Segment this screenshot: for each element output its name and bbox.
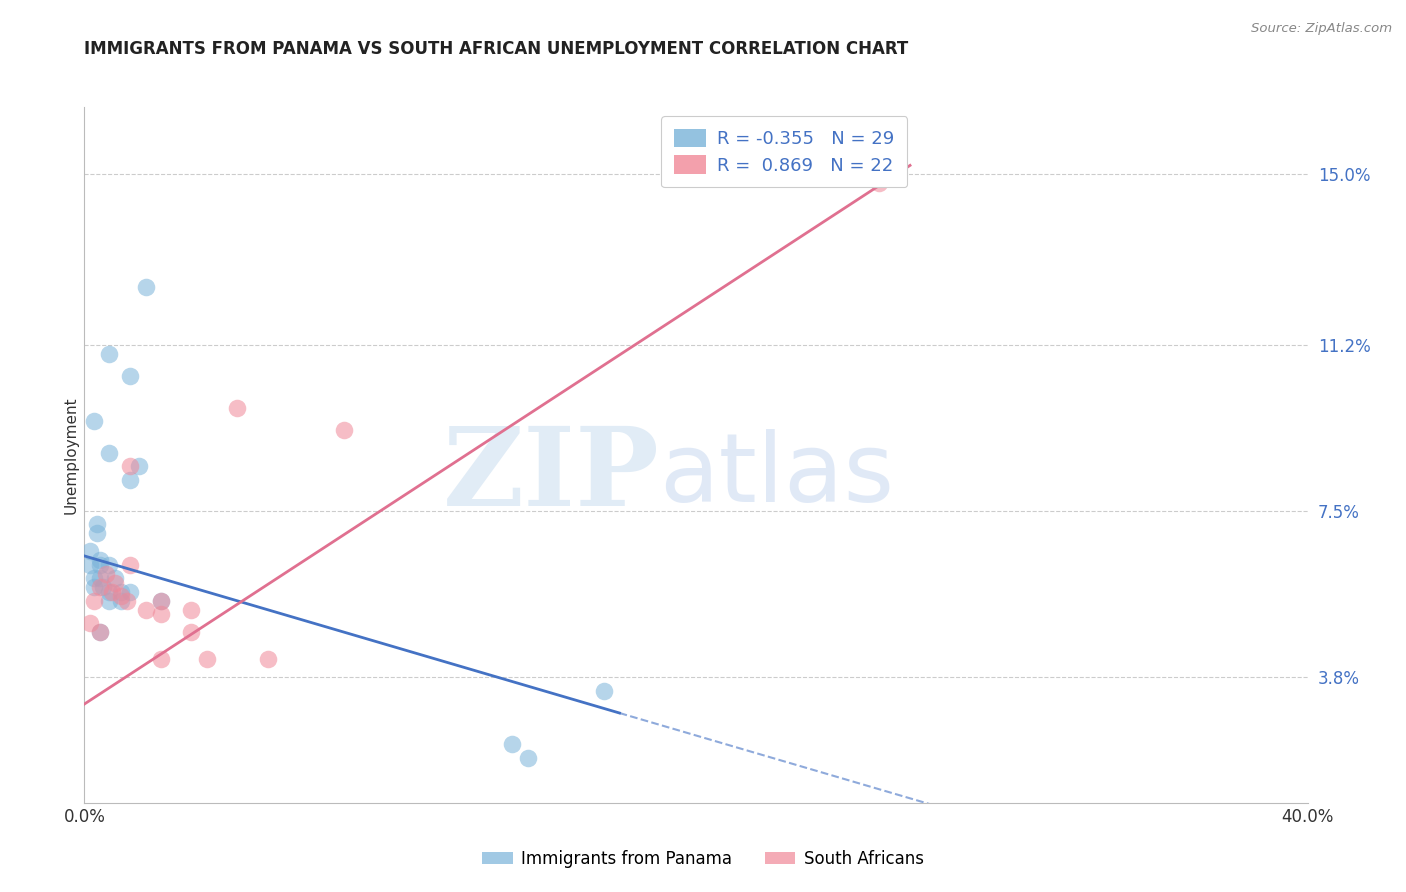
Point xyxy=(120,558,142,572)
Point xyxy=(79,544,101,558)
Point xyxy=(97,347,120,361)
Point xyxy=(89,580,111,594)
Point xyxy=(593,683,616,698)
Point xyxy=(180,625,202,640)
Point xyxy=(91,580,114,594)
Point xyxy=(135,603,157,617)
Point xyxy=(120,459,142,474)
Point xyxy=(94,566,117,581)
Point xyxy=(86,517,108,532)
Point xyxy=(97,584,120,599)
Point xyxy=(149,594,172,608)
Point xyxy=(120,369,142,384)
Point xyxy=(97,445,120,459)
Point xyxy=(89,625,111,640)
Point xyxy=(89,571,111,585)
Point xyxy=(869,177,891,191)
Point xyxy=(79,616,101,631)
Text: ZIP: ZIP xyxy=(443,422,659,529)
Point xyxy=(110,584,132,599)
Point xyxy=(135,279,157,293)
Point xyxy=(104,575,127,590)
Point xyxy=(86,526,108,541)
Point xyxy=(180,603,202,617)
Point xyxy=(110,590,132,604)
Text: atlas: atlas xyxy=(659,429,894,523)
Point xyxy=(115,594,138,608)
Point xyxy=(97,558,120,572)
Text: Source: ZipAtlas.com: Source: ZipAtlas.com xyxy=(1251,22,1392,36)
Point xyxy=(89,558,111,572)
Point xyxy=(149,594,172,608)
Legend: R = -0.355   N = 29, R =  0.869   N = 22: R = -0.355 N = 29, R = 0.869 N = 22 xyxy=(661,116,907,187)
Point xyxy=(149,652,172,666)
Point xyxy=(83,571,105,585)
Point xyxy=(83,594,105,608)
Point xyxy=(89,553,111,567)
Point xyxy=(101,584,124,599)
Text: IMMIGRANTS FROM PANAMA VS SOUTH AFRICAN UNEMPLOYMENT CORRELATION CHART: IMMIGRANTS FROM PANAMA VS SOUTH AFRICAN … xyxy=(84,40,908,58)
Point xyxy=(257,652,280,666)
Point xyxy=(104,571,127,585)
Point xyxy=(502,738,524,752)
Point xyxy=(97,594,120,608)
Point xyxy=(195,652,218,666)
Point xyxy=(333,423,356,437)
Point xyxy=(83,414,105,428)
Point xyxy=(120,473,142,487)
Point xyxy=(110,594,132,608)
Point xyxy=(128,459,150,474)
Point xyxy=(120,584,142,599)
Y-axis label: Unemployment: Unemployment xyxy=(63,396,79,514)
Point xyxy=(149,607,172,622)
Point xyxy=(516,751,538,765)
Point xyxy=(226,401,249,415)
Legend: Immigrants from Panama, South Africans: Immigrants from Panama, South Africans xyxy=(475,844,931,875)
Point xyxy=(89,625,111,640)
Point xyxy=(83,580,105,594)
Point xyxy=(79,558,101,572)
